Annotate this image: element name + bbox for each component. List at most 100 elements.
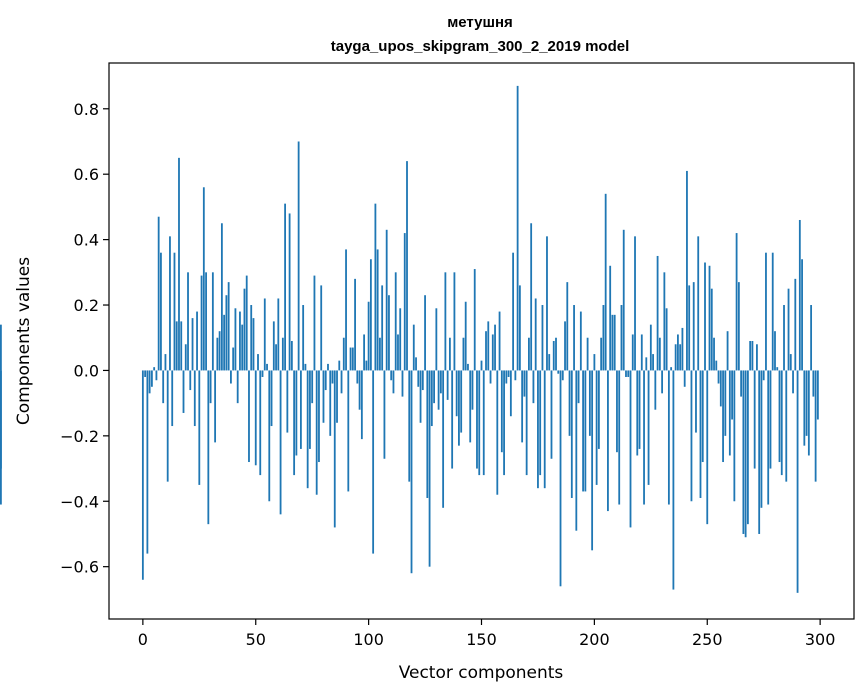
bar-48 [250,305,253,371]
bar-109 [388,295,390,371]
bar-121 [415,357,417,371]
bar-247 [699,370,702,498]
bar-282 [778,370,781,463]
bar-208 [611,314,614,371]
bar-89 [342,337,345,371]
bar-143 [464,301,467,371]
bar-283 [780,370,783,476]
bar-276 [765,252,767,371]
x-tick-label-100: 100 [353,630,384,649]
bar-218 [634,236,636,371]
bar-166 [516,85,519,371]
bar-266 [742,370,745,534]
bar-68 [295,370,298,456]
bar-20 [187,272,189,371]
bar-205 [604,193,607,371]
bar-55 [266,363,268,371]
bar-278 [769,370,772,469]
bar-245 [695,370,697,433]
chart-title: метушня [447,14,513,31]
bar-4 [150,370,153,387]
bar-67 [293,370,296,476]
bar-28 [205,272,207,371]
bar-102 [372,370,375,554]
bar-192 [575,370,578,531]
bar-94 [354,278,356,371]
bar-287 [789,354,792,371]
bar-65 [288,213,291,371]
bar-268 [746,370,749,525]
bar-285 [785,370,788,482]
bar-70 [299,370,302,449]
bar-108 [385,229,388,371]
bar-34 [218,331,221,371]
bar-31 [211,272,214,371]
bar-37 [225,295,228,371]
bar-202 [597,370,600,449]
bar-117 [406,161,408,371]
bar-25 [198,370,201,485]
bar-24 [196,311,198,371]
bar-198 [588,370,591,436]
bar-233 [667,370,670,505]
bar-122 [417,370,420,387]
bar-14 [173,252,176,371]
x-tick-label-50: 50 [246,630,266,649]
y-tick-label-0: −0.6 [60,558,99,577]
bar-223 [645,357,648,371]
bar-289 [794,278,797,371]
bar-22 [191,318,194,371]
bar-147 [473,269,476,371]
bar-201 [595,370,598,485]
bar-126 [426,370,429,498]
bar-239 [681,327,684,371]
bar-298 [814,370,817,482]
bar-258 [724,370,727,436]
bar-40 [232,347,235,371]
bar-184 [557,370,560,374]
bar-228 [656,255,659,371]
bar-142 [462,337,465,371]
bar-138 [453,272,456,371]
bar-106 [381,285,384,371]
bar-119 [410,370,413,574]
bar-216 [629,370,632,528]
bar-235 [672,370,675,590]
x-tick-label-250: 250 [692,630,723,649]
bar-128 [430,370,433,427]
bar-293 [803,370,806,446]
bar-129 [433,370,435,404]
bar-85 [333,370,336,528]
bar-244 [692,282,695,371]
bar-153 [487,321,490,371]
bar-105 [379,337,381,371]
bars-group [0,85,819,593]
bar-91 [347,370,350,492]
bar-104 [376,249,379,371]
bar-217 [631,334,634,371]
bar-159 [500,370,503,453]
bar-136 [448,337,451,371]
bar-62 [281,337,284,371]
bar-182 [552,341,555,371]
bar-118 [408,370,411,482]
bar-120 [412,324,415,371]
bar-26 [200,275,203,371]
bar-96 [358,370,361,410]
bar-41 [234,308,237,371]
bar-144 [467,363,469,371]
bar-160 [503,370,505,476]
bar-256 [719,370,722,407]
bar-295 [807,370,810,456]
bar-58 [272,321,275,371]
bar-8 [160,252,162,371]
bar-127 [428,370,431,567]
bar-125 [424,295,426,371]
bar-179 [546,236,548,371]
bar-1 [144,370,147,377]
bar-261 [731,370,733,420]
bar-44 [241,324,244,371]
bar-87 [338,360,341,371]
bar-213 [622,229,625,371]
